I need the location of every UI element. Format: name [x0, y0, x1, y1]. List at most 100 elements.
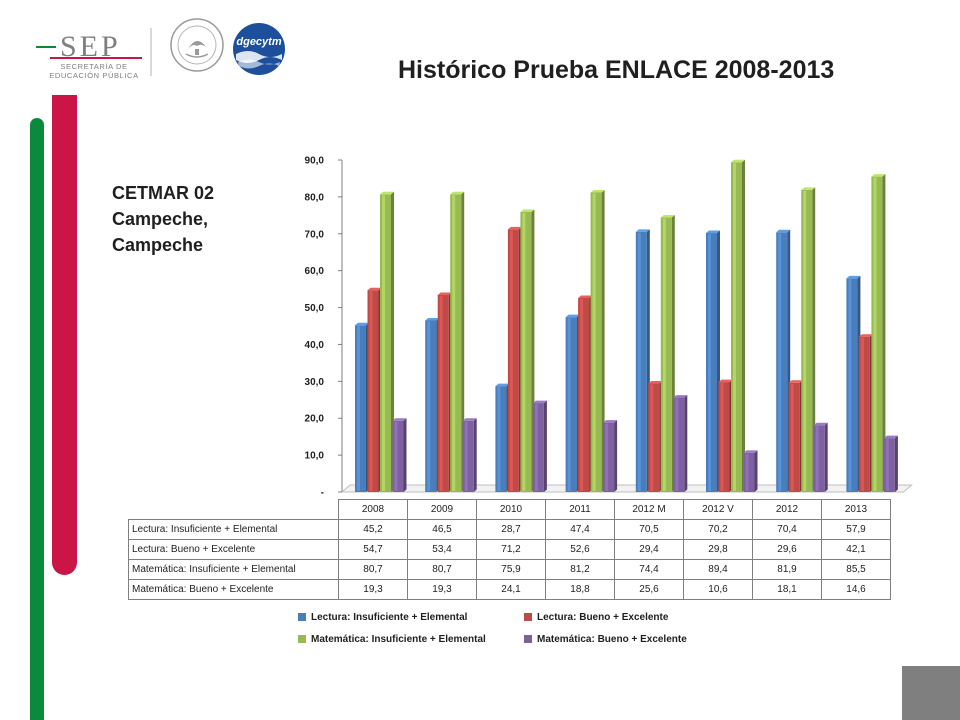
- bar-front: [788, 382, 800, 492]
- bar-top: [706, 230, 720, 234]
- bar-front: [495, 386, 507, 492]
- data-table-value: 80,7: [338, 559, 408, 580]
- bar-highlight: [509, 230, 513, 491]
- green-decor-band: [30, 118, 44, 720]
- bar-top: [603, 420, 618, 423]
- bar-highlight: [580, 298, 584, 491]
- bar: [590, 189, 605, 492]
- bar-highlight: [733, 163, 736, 492]
- bar: [355, 322, 369, 492]
- bar-top: [648, 381, 663, 384]
- bar: [858, 334, 873, 492]
- bar-top: [425, 317, 440, 321]
- data-table-value: 14,6: [821, 579, 891, 600]
- bar-front: [648, 383, 660, 492]
- chart-data-table: 2008 2009 2010 2011 2012 M 2012 V 2012 2013 Lec…: [128, 499, 891, 600]
- bar-top: [731, 159, 745, 163]
- bar-front: [392, 420, 404, 492]
- bar: [532, 400, 547, 492]
- data-table-row: Lectura: Insuficiente + Elemental 45,2 46,…: [128, 519, 891, 540]
- data-table-value: 53,4: [407, 539, 477, 560]
- bar-side: [403, 418, 407, 492]
- bar-highlight: [534, 404, 538, 491]
- bar-front: [590, 192, 602, 492]
- bar-top: [858, 334, 873, 337]
- bar: [450, 191, 465, 492]
- data-table-value: 80,7: [407, 559, 477, 580]
- data-table-value: 18,8: [545, 579, 615, 600]
- bar-front: [635, 231, 647, 492]
- bar-side: [461, 191, 465, 492]
- bar-front: [801, 189, 813, 492]
- data-table-value: 75,9: [476, 559, 546, 580]
- bar-side: [614, 420, 618, 492]
- legend-swatch: [298, 635, 306, 644]
- data-table-row: Matemática: Bueno + Excelente 19,3 19,3 24,…: [128, 579, 891, 600]
- bar-front: [450, 194, 462, 492]
- bar: [788, 380, 803, 492]
- sep-subtitle-line2: EDUCACIÓN PÚBLICA: [49, 71, 139, 80]
- dgecytm-logo: dgecytm: [233, 23, 285, 75]
- data-table-value: 85,5: [821, 559, 891, 580]
- bar: [425, 317, 440, 492]
- bar-front: [425, 320, 437, 492]
- bar-front: [673, 397, 685, 492]
- bar-highlight: [708, 234, 711, 492]
- logo-divider: [150, 28, 152, 76]
- data-table-value: 18,1: [752, 579, 822, 600]
- bar-highlight: [522, 213, 526, 491]
- data-table-value: 57,9: [821, 519, 891, 540]
- bar: [813, 422, 828, 492]
- bar-front: [846, 278, 858, 492]
- bar: [367, 287, 382, 492]
- bar: [648, 381, 663, 492]
- y-tick-label: -: [321, 488, 324, 499]
- bar-highlight: [394, 421, 398, 491]
- bar-top: [673, 395, 688, 398]
- bar: [743, 450, 758, 492]
- bar: [635, 229, 650, 492]
- bar-highlight: [860, 337, 864, 491]
- bar-highlight: [427, 321, 431, 491]
- legend-item: Lectura: Insuficiente + Elemental: [298, 612, 467, 623]
- bar-top: [380, 191, 394, 195]
- data-table-value: 45,2: [338, 519, 408, 540]
- bar: [462, 418, 477, 492]
- bar-highlight: [650, 384, 654, 491]
- legend-item: Lectura: Bueno + Excelente: [524, 612, 668, 623]
- bar-side: [473, 418, 477, 492]
- bar: [392, 418, 407, 492]
- page-title: Histórico Prueba ENLACE 2008-2013: [398, 56, 835, 84]
- bar-side: [894, 435, 898, 492]
- bar-highlight: [675, 398, 679, 491]
- bar-front: [565, 317, 577, 492]
- data-table-value: 24,1: [476, 579, 546, 600]
- data-table-value: 70,4: [752, 519, 822, 540]
- bar-highlight: [605, 423, 609, 491]
- data-table-value: 71,2: [476, 539, 546, 560]
- bar-top: [565, 314, 580, 318]
- bar-front: [731, 162, 742, 493]
- data-table-value: 52,6: [545, 539, 615, 560]
- bar-highlight: [497, 387, 501, 491]
- bar: [603, 420, 618, 492]
- bar: [673, 395, 688, 492]
- bar-top: [578, 295, 593, 298]
- bar-highlight: [885, 439, 889, 491]
- data-table-category: 2012: [752, 499, 822, 520]
- bar-front: [380, 194, 391, 492]
- bar: [776, 229, 791, 492]
- y-tick-label: 10,0: [305, 451, 325, 462]
- bar-front: [462, 420, 474, 492]
- data-table-value: 10,6: [683, 579, 753, 600]
- bar-front: [743, 452, 755, 492]
- bar-highlight: [464, 421, 468, 491]
- data-table-value: 19,3: [407, 579, 477, 600]
- bar-top: [532, 400, 547, 404]
- data-table-series-label: Matemática: Bueno + Excelente: [128, 579, 339, 600]
- bar-highlight: [662, 218, 666, 491]
- sep-subtitle-line1: SECRETARÍA DE: [60, 62, 128, 71]
- bar: [437, 292, 452, 492]
- legend-item: Matemática: Bueno + Excelente: [524, 634, 687, 645]
